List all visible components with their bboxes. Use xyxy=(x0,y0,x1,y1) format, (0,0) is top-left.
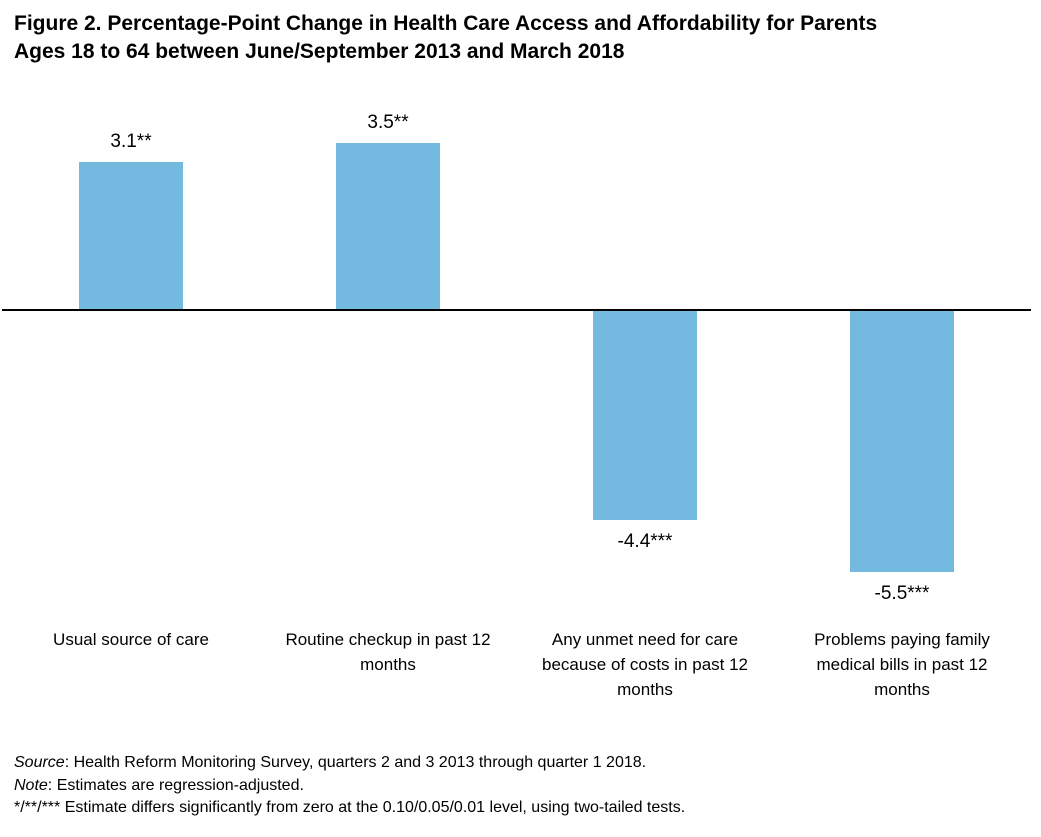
category-label-line: medical bills in past 12 xyxy=(816,655,988,674)
method-note: Note: Estimates are regression-adjusted. xyxy=(14,775,1024,798)
note-label: Note xyxy=(14,776,48,794)
bar xyxy=(593,310,697,520)
bar xyxy=(336,143,440,310)
category-label: Routine checkup in past 12 months xyxy=(261,627,515,677)
category-label-line: months xyxy=(360,655,416,674)
x-axis-line xyxy=(2,309,1031,311)
category-label-line: Usual source of care xyxy=(53,630,209,649)
category-label: Any unmet need for care because of costs … xyxy=(518,627,772,702)
category-label-line: months xyxy=(617,680,673,699)
category-label-line: Problems paying family xyxy=(814,630,990,649)
figure-title: Figure 2. Percentage-Point Change in Hea… xyxy=(14,10,1014,66)
category-label-line: Routine checkup in past 12 xyxy=(285,630,491,649)
bar-value-label: 3.5** xyxy=(367,112,409,134)
category-label-line: months xyxy=(874,680,930,699)
category-label-line: because of costs in past 12 xyxy=(541,655,749,674)
category-label-line: Any unmet need for care xyxy=(551,630,739,649)
bar-value-label: -4.4*** xyxy=(617,530,673,552)
source-note: Source: Health Reform Monitoring Survey,… xyxy=(14,752,1024,775)
category-label: Problems paying family medical bills in p… xyxy=(775,627,1029,702)
figure-title-line-1: Figure 2. Percentage-Point Change in Hea… xyxy=(14,12,878,35)
bar-value-label: -5.5*** xyxy=(874,583,930,605)
source-text: : Health Reform Monitoring Survey, quart… xyxy=(64,754,647,771)
bar-value-label: 3.1** xyxy=(110,131,152,153)
footnotes: Source: Health Reform Monitoring Survey,… xyxy=(14,752,1024,820)
bar xyxy=(79,162,183,310)
source-label: Source xyxy=(14,754,65,771)
figure-title-line-2: Ages 18 to 64 between June/September 201… xyxy=(14,40,625,63)
bar xyxy=(850,310,954,573)
note-text: : Estimates are regression-adjusted. xyxy=(47,776,304,794)
significance-note: */**/*** Estimate differs significantly … xyxy=(14,799,686,816)
category-label: Usual source of care xyxy=(4,627,258,652)
